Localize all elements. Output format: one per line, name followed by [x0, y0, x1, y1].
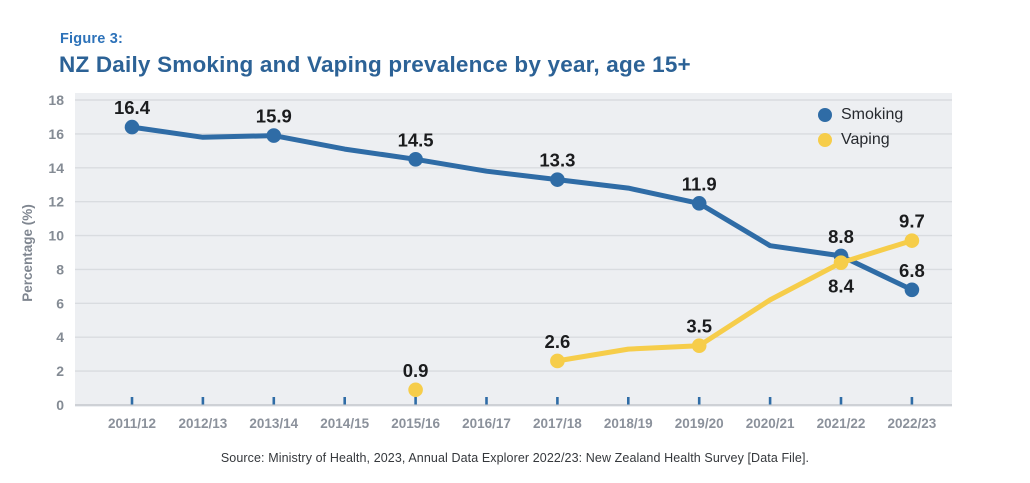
data-label: 16.4 [114, 97, 151, 118]
data-label: 3.5 [686, 316, 712, 337]
data-point-vaping [833, 255, 849, 270]
data-point-smoking [266, 128, 282, 143]
y-tick-label: 16 [48, 126, 64, 142]
data-point-smoking [904, 282, 920, 298]
x-tick-label: 2012/13 [178, 416, 227, 431]
data-point-vaping [691, 338, 707, 353]
data-label: 8.8 [828, 226, 854, 247]
y-tick-label: 14 [48, 160, 64, 176]
y-tick-label: 12 [48, 194, 64, 210]
data-point-smoking [408, 152, 423, 167]
data-label: 14.5 [398, 129, 434, 150]
legend: Smoking Vaping [818, 106, 903, 149]
x-tick-label: 2014/15 [320, 416, 369, 431]
smoking-legend-dot-icon [818, 108, 832, 122]
x-tick-label: 2013/14 [249, 416, 298, 431]
series-line-vaping [554, 238, 915, 364]
x-tick-label: 2021/22 [817, 416, 866, 431]
y-tick-label: 10 [48, 228, 64, 244]
y-axis-title: Percentage (%) [20, 204, 35, 302]
y-tick-label: 4 [56, 329, 64, 345]
data-label: 9.7 [899, 211, 925, 232]
x-tick-label: 2016/17 [462, 416, 511, 431]
data-label: 11.9 [682, 173, 717, 194]
series-line-smoking [129, 124, 915, 293]
source-citation: Source: Ministry of Health, 2023, Annual… [220, 451, 810, 465]
figure-label: Figure 3: [60, 31, 124, 47]
data-label: 8.4 [828, 276, 854, 297]
legend-label-smoking: Smoking [841, 106, 904, 123]
data-label: 6.8 [899, 260, 925, 281]
line-chart: 0 2 4 6 8 10 12 14 16 18 2011/12 2012/13 2013/14 2014… [20, 92, 952, 431]
y-tick-label: 0 [56, 397, 64, 413]
data-label: 2.6 [545, 331, 571, 352]
x-tick-label: 2015/16 [391, 416, 440, 431]
data-point-vaping [550, 353, 565, 369]
legend-item-vaping: Vaping [818, 131, 903, 149]
data-point-smoking [550, 172, 565, 187]
page-title: NZ Daily Smoking and Vaping prevalence b… [59, 52, 691, 77]
x-tick-label: 2022/23 [887, 416, 936, 431]
x-tick-label: 2019/20 [675, 416, 724, 431]
data-label: 13.3 [539, 150, 575, 171]
data-point-vaping [904, 233, 920, 248]
x-tick-label: 2011/12 [108, 416, 156, 431]
x-tick-label: 2017/18 [533, 416, 582, 431]
legend-label-vaping: Vaping [841, 131, 890, 148]
data-label: 15.9 [256, 106, 292, 127]
vaping-legend-dot-icon [818, 133, 832, 147]
data-point-smoking [124, 119, 140, 135]
y-tick-label: 8 [56, 261, 64, 277]
y-tick-label: 6 [56, 295, 64, 311]
y-tick-label: 2 [56, 363, 64, 379]
legend-item-smoking: Smoking [818, 106, 903, 124]
data-point-vaping [408, 382, 423, 398]
x-tick-label: 2018/19 [604, 416, 653, 431]
data-label: 0.9 [403, 360, 429, 381]
x-tick-label: 2020/21 [746, 416, 795, 431]
data-point-smoking [691, 196, 707, 211]
y-tick-label: 18 [48, 92, 64, 108]
